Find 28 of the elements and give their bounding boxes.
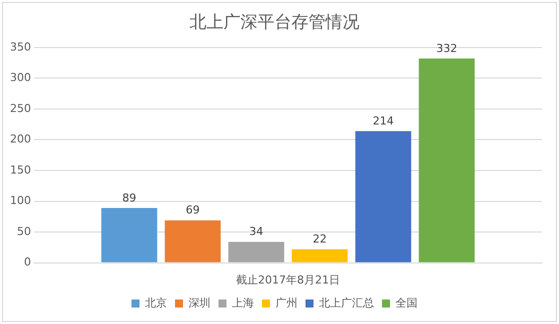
chart-title: 北上广深平台存管情况 bbox=[190, 12, 360, 33]
data-label: 89 bbox=[122, 191, 136, 204]
legend-label: 北上广汇总 bbox=[319, 296, 374, 310]
bar bbox=[292, 249, 348, 262]
y-tick-label: 250 bbox=[10, 102, 31, 115]
data-label: 22 bbox=[312, 232, 327, 246]
legend-label: 广州 bbox=[276, 296, 298, 310]
y-tick-label: 350 bbox=[10, 40, 31, 54]
legend-label: 全国 bbox=[396, 296, 418, 310]
y-tick-label: 100 bbox=[10, 194, 31, 208]
legend-label: 上海 bbox=[232, 296, 254, 310]
y-tick-label: 50 bbox=[16, 224, 31, 238]
bar bbox=[101, 208, 158, 262]
legend-label: 深圳 bbox=[188, 296, 210, 310]
y-tick-label: 200 bbox=[10, 132, 31, 146]
bar bbox=[164, 220, 221, 262]
x-tick-label: 截止2017年8月21日 bbox=[236, 273, 340, 286]
y-tick-label: 0 bbox=[24, 256, 31, 269]
bar bbox=[418, 58, 475, 262]
y-tick-label: 300 bbox=[10, 71, 31, 84]
y-tick-label: 150 bbox=[10, 163, 31, 176]
bar bbox=[228, 242, 284, 262]
data-label: 332 bbox=[436, 42, 458, 55]
bar bbox=[355, 131, 412, 262]
data-label: 69 bbox=[186, 204, 200, 217]
legend-label: 北京 bbox=[145, 296, 167, 310]
data-label: 34 bbox=[249, 225, 264, 238]
data-label: 214 bbox=[372, 114, 394, 128]
